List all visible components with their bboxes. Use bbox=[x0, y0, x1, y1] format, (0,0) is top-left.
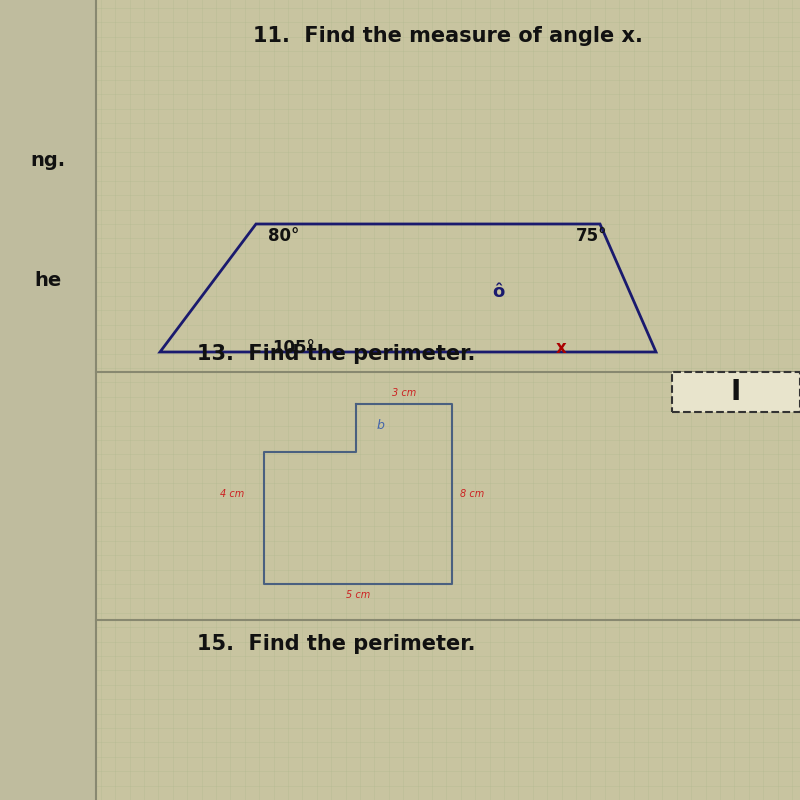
Text: 13.  Find the perimeter.: 13. Find the perimeter. bbox=[197, 344, 475, 364]
Text: 105°: 105° bbox=[272, 339, 315, 357]
Text: ng.: ng. bbox=[30, 150, 66, 170]
Text: 3 cm: 3 cm bbox=[392, 388, 416, 398]
Bar bbox=[0, 0, 96, 800]
Text: 15.  Find the perimeter.: 15. Find the perimeter. bbox=[197, 634, 475, 654]
Text: x: x bbox=[556, 339, 566, 357]
Text: 11.  Find the measure of angle x.: 11. Find the measure of angle x. bbox=[253, 26, 643, 46]
Text: b: b bbox=[377, 419, 385, 432]
Text: he: he bbox=[34, 270, 62, 290]
Text: I: I bbox=[731, 378, 741, 406]
Text: 75°: 75° bbox=[576, 227, 607, 245]
Text: 80°: 80° bbox=[268, 227, 299, 245]
Text: 4 cm: 4 cm bbox=[220, 489, 244, 498]
Text: ô: ô bbox=[492, 283, 504, 301]
Text: 5 cm: 5 cm bbox=[346, 590, 370, 600]
Text: 8 cm: 8 cm bbox=[460, 489, 484, 498]
Bar bbox=[672, 372, 800, 412]
